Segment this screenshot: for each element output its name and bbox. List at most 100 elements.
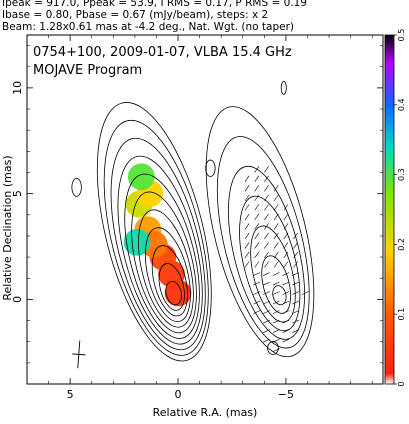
evpa-0	[272, 348, 280, 352]
evpa-61	[293, 232, 298, 240]
evpa-59	[273, 232, 279, 240]
i-contour-9	[158, 263, 185, 311]
y-axis-label: Relative Declination (mas)	[1, 155, 14, 300]
x-tick-label-1: 0	[175, 388, 182, 401]
p-contour-south	[267, 341, 279, 355]
fpol-region-8	[127, 163, 155, 191]
evpa-80	[273, 194, 279, 202]
evpa-21	[292, 300, 300, 305]
i-contour-7	[144, 227, 191, 322]
evpa-74	[264, 204, 269, 211]
evpa-9	[272, 319, 280, 324]
x-tick-label-0: 5	[67, 388, 74, 401]
p-contour-1	[216, 136, 310, 349]
evpa-22	[253, 291, 261, 295]
fractional-polarization-heatmap	[123, 163, 192, 307]
evpa-84	[273, 185, 279, 192]
evpa-46	[264, 251, 269, 259]
evpa-53	[273, 242, 279, 249]
evpa-64	[264, 223, 269, 230]
evpa-41	[273, 261, 279, 268]
evpa-62	[244, 223, 250, 230]
colorbar: 0 0.1 0.2 0.3 0.4 0.5	[384, 29, 406, 387]
evpa-58	[264, 232, 269, 240]
evpa-63	[254, 223, 260, 230]
p-contour-2	[228, 165, 305, 340]
x-axis-label: Relative R.A. (mas)	[153, 406, 258, 419]
evpa-14	[272, 310, 280, 314]
cb-tick-label-1: 0.1	[397, 308, 406, 321]
evpa-38	[244, 261, 250, 268]
evpa-13	[263, 310, 270, 314]
polarization-vectors	[244, 166, 309, 352]
evpa-39	[254, 261, 260, 268]
evpa-10	[282, 319, 290, 324]
evpa-79	[264, 194, 269, 202]
beam-ellipse	[72, 340, 86, 369]
evpa-72	[244, 204, 250, 211]
evpa-82	[254, 185, 260, 192]
y-tick-label-2: 10	[11, 81, 24, 95]
evpa-55	[293, 242, 298, 249]
colorbar-ticks: 0 0.1 0.2 0.3 0.4 0.5	[394, 29, 406, 387]
plot-panel: 5 0 −5 0 5 10 0754+100, 2009-01-07, VLBA 15.…	[1, 34, 384, 419]
evpa-20	[282, 300, 290, 305]
evpa-67	[244, 213, 250, 221]
evpa-3	[282, 338, 290, 343]
evpa-11	[292, 319, 300, 324]
evpa-26	[292, 291, 300, 295]
x-axis-ticks: 5 0 −5	[48, 35, 373, 401]
evpa-34	[263, 272, 270, 276]
evpa-88	[254, 166, 260, 173]
i-contour-knot-2	[205, 159, 216, 177]
evpa-31	[282, 281, 290, 286]
evpa-30	[272, 281, 280, 286]
evpa-70	[273, 213, 279, 221]
cb-tick-label-5: 0.5	[397, 29, 406, 42]
evpa-76	[283, 204, 289, 211]
evpa-29	[263, 281, 270, 286]
evpa-1	[263, 338, 270, 343]
evpa-50	[244, 242, 250, 249]
evpa-44	[244, 251, 250, 259]
y-tick-label-0: 0	[11, 296, 24, 303]
evpa-52	[264, 242, 269, 249]
evpa-33	[253, 272, 261, 276]
evpa-42	[283, 261, 289, 268]
evpa-24	[272, 291, 280, 295]
cb-tick-label-3: 0.3	[397, 168, 406, 181]
p-contour-0	[205, 106, 315, 358]
i-contour-4	[124, 173, 200, 339]
evpa-32	[292, 281, 300, 286]
evpa-69	[264, 213, 269, 221]
i-contour-2	[110, 137, 206, 351]
evpa-43	[293, 261, 298, 268]
evpa-81	[244, 185, 250, 192]
evpa-28	[253, 281, 261, 286]
i-contour-5	[131, 191, 197, 334]
evpa-37	[292, 272, 300, 276]
plot-subtitle: MOJAVE Program	[33, 63, 142, 78]
i-contour-0	[96, 102, 212, 362]
evpa-51	[254, 242, 260, 249]
evpa-57	[254, 232, 260, 240]
beam-info-line: Beam: 1.28x0.61 mas at -4.2 deg., Nat. W…	[2, 21, 295, 33]
evpa-17	[253, 300, 261, 305]
y-axis-ticks: 0 5 10	[11, 45, 383, 364]
evpa-35	[272, 272, 280, 276]
evpa-75	[273, 204, 279, 211]
evpa-23	[263, 291, 270, 295]
evpa-60	[283, 232, 289, 240]
cb-tick-label-0: 0	[397, 381, 406, 386]
evpa-36	[282, 272, 290, 276]
plot-title: 0754+100, 2009-01-07, VLBA 15.4 GHz	[33, 45, 292, 60]
evpa-68	[254, 213, 260, 221]
i-contour-6	[138, 209, 194, 328]
evpa-25	[282, 291, 290, 295]
evpa-66	[283, 223, 289, 230]
stats-line-1: Ipeak = 917.0, Ppeak = 53.9, I RMS = 0.1…	[2, 0, 307, 9]
fpol-region-5	[123, 228, 151, 256]
i-contour-10	[165, 280, 182, 306]
colorbar-scale	[384, 34, 395, 385]
